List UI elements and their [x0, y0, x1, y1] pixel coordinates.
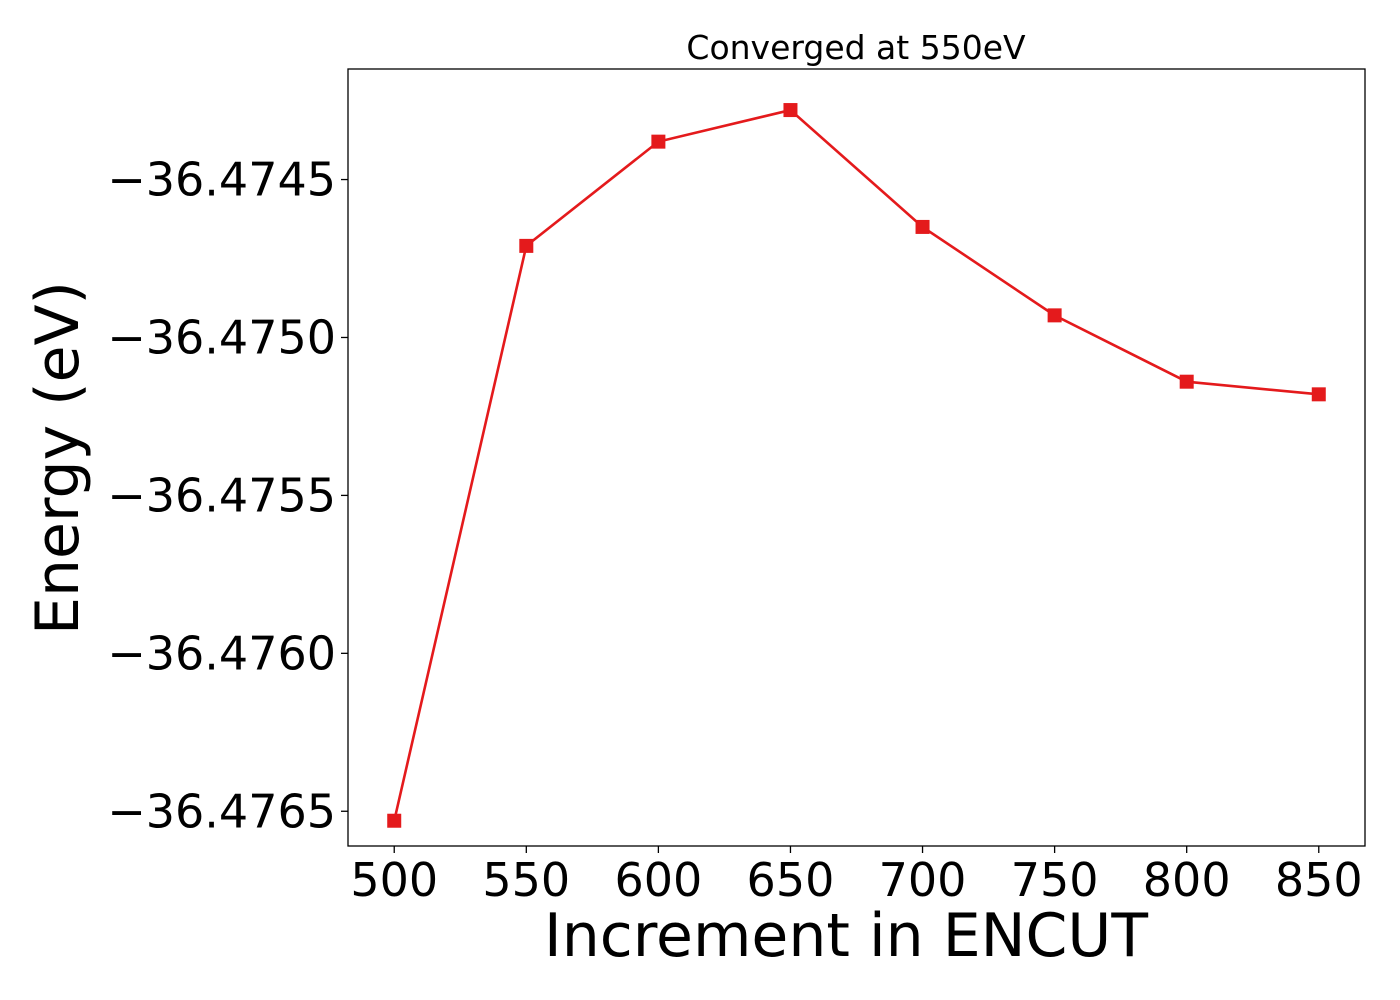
x-tick-label: 650	[747, 853, 835, 907]
x-tick-label: 700	[879, 853, 967, 907]
x-axis-title: Increment in ENCUT	[544, 901, 1148, 971]
data-point	[1047, 308, 1062, 323]
x-axis: 500 550 600 650 700 750 800 850	[350, 846, 1363, 907]
y-tick-label: −36.4765	[107, 784, 336, 838]
y-axis-title: Energy (eV)	[23, 281, 93, 635]
x-tick-label: 850	[1275, 853, 1363, 907]
plot-area	[387, 103, 1326, 828]
x-tick-label: 750	[1011, 853, 1099, 907]
x-tick-label: 500	[350, 853, 438, 907]
y-tick-label: −36.4745	[107, 153, 336, 207]
data-point	[651, 134, 666, 149]
data-point	[1179, 374, 1194, 389]
x-tick-label: 550	[482, 853, 570, 907]
y-axis: −36.4745 −36.4750 −36.4755 −36.4760 −36.4765	[107, 153, 348, 838]
data-point	[915, 219, 930, 234]
y-tick-label: −36.4750	[107, 310, 336, 364]
data-point	[387, 813, 402, 828]
x-tick-label: 600	[614, 853, 702, 907]
data-point	[783, 103, 798, 118]
x-tick-label: 800	[1143, 853, 1231, 907]
chart-title: Converged at 550eV	[686, 28, 1026, 67]
y-tick-label: −36.4760	[107, 626, 336, 680]
series-line	[392, 108, 1319, 822]
y-tick-label: −36.4755	[107, 468, 336, 522]
plot-frame	[347, 68, 1366, 847]
data-point	[519, 238, 534, 253]
data-point	[1311, 387, 1326, 402]
